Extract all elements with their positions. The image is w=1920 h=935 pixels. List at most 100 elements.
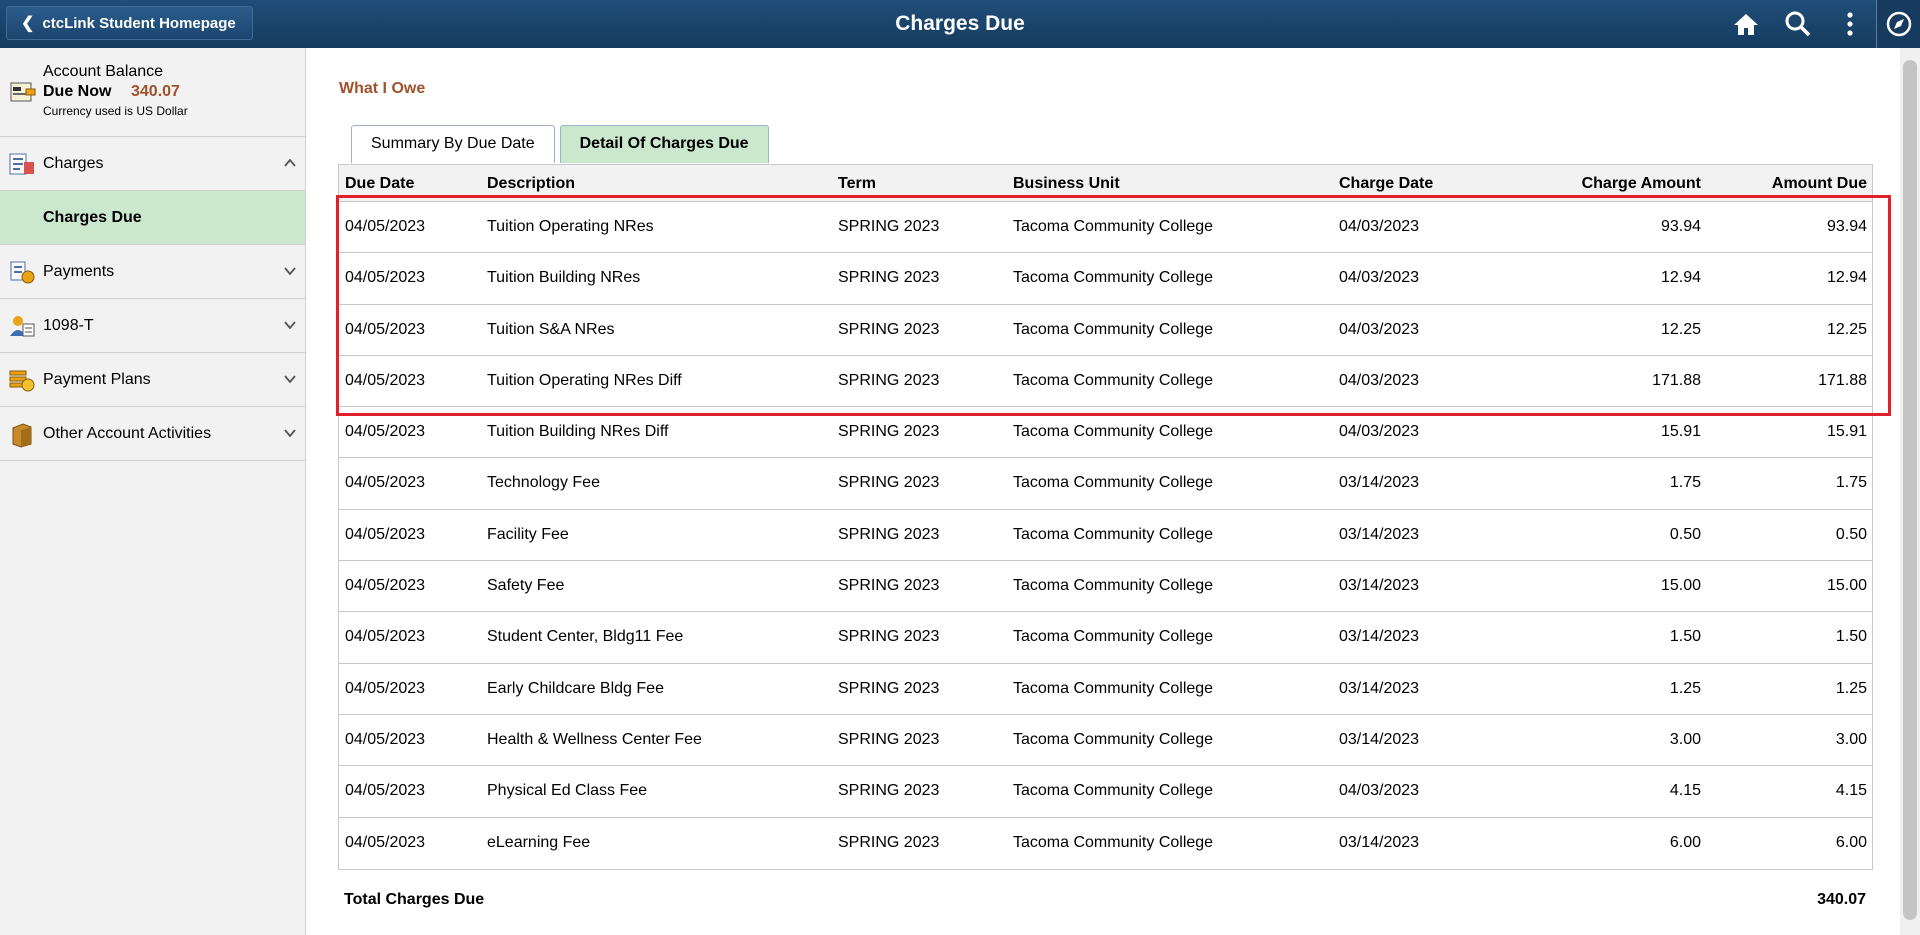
chevron-up-icon xyxy=(283,156,297,175)
business-unit-cell: Tacoma Community College xyxy=(1013,320,1214,338)
amount-due-cell: 93.94 xyxy=(1826,218,1867,235)
charge-amount-cell: 1.75 xyxy=(1669,474,1701,492)
section-title: What I Owe xyxy=(339,80,426,97)
charge-date-cell: 04/03/2023 xyxy=(1339,371,1420,389)
business-unit-cell: Tacoma Community College xyxy=(1013,782,1214,800)
search-icon[interactable] xyxy=(1772,0,1824,48)
description-cell: Tuition S&A NRes xyxy=(487,320,615,338)
sidebar-item-charges-due[interactable]: Charges Due xyxy=(0,191,305,245)
chevron-left-icon: ❮ xyxy=(21,15,35,32)
navbar-compass-icon[interactable] xyxy=(1876,0,1920,48)
table-body: 04/05/2023 Tuition Operating NRes SPRING 2… xyxy=(339,202,1872,869)
term-cell: SPRING 2023 xyxy=(838,320,940,338)
table-row: 04/05/2023 Tuition Operating NRes Diff SPR… xyxy=(339,356,1872,408)
back-button[interactable]: ❮ ctcLink Student Homepage xyxy=(6,6,253,40)
business-unit-cell: Tacoma Community College xyxy=(1013,577,1214,595)
due-date-cell: 04/05/2023 xyxy=(345,782,426,800)
home-icon[interactable] xyxy=(1720,0,1772,48)
scrollbar-thumb[interactable] xyxy=(1903,60,1917,920)
table-row: 04/05/2023 Health & Wellness Center Fee SP… xyxy=(339,715,1872,767)
due-date-cell: 04/05/2023 xyxy=(345,423,426,441)
sidebar-item-other-account-activities[interactable]: Other Account Activities xyxy=(0,407,305,461)
due-now-amount: 340.07 xyxy=(131,83,180,100)
term-cell: SPRING 2023 xyxy=(838,782,940,800)
charge-date-cell: 03/14/2023 xyxy=(1339,833,1420,851)
description-cell: eLearning Fee xyxy=(487,833,591,851)
column-header: Charge Amount xyxy=(1581,175,1701,192)
amount-due-cell: 3.00 xyxy=(1835,730,1867,748)
chevron-down-icon xyxy=(283,372,297,391)
amount-due-cell: 1.50 xyxy=(1835,628,1867,646)
back-button-label: ctcLink Student Homepage xyxy=(42,14,236,32)
due-date-cell: 04/05/2023 xyxy=(345,371,426,389)
term-cell: SPRING 2023 xyxy=(838,577,940,595)
term-cell: SPRING 2023 xyxy=(838,628,940,646)
term-cell: SPRING 2023 xyxy=(838,833,940,851)
sidebar-item-charges[interactable]: Charges xyxy=(0,137,305,191)
business-unit-cell: Tacoma Community College xyxy=(1013,628,1214,646)
vertical-scrollbar[interactable] xyxy=(1900,48,1920,935)
charge-amount-cell: 171.88 xyxy=(1652,371,1701,389)
amount-due-cell: 171.88 xyxy=(1818,371,1867,389)
tab-detail-of-charges-due[interactable]: Detail Of Charges Due xyxy=(559,125,769,163)
sidebar: Account Balance Due Now 340.07 Currency … xyxy=(0,48,306,935)
due-date-cell: 04/05/2023 xyxy=(345,628,426,646)
description-cell: Safety Fee xyxy=(487,577,565,595)
more-vertical-icon[interactable] xyxy=(1824,0,1876,48)
total-value: 340.07 xyxy=(1817,891,1866,908)
sidebar-item-1098-t[interactable]: 1098-T xyxy=(0,299,305,353)
charge-date-cell: 04/03/2023 xyxy=(1339,423,1420,441)
amount-due-cell: 12.25 xyxy=(1826,320,1867,338)
amount-due-cell: 12.94 xyxy=(1826,269,1867,287)
term-cell: SPRING 2023 xyxy=(838,218,940,235)
charge-amount-cell: 1.50 xyxy=(1669,628,1701,646)
business-unit-cell: Tacoma Community College xyxy=(1013,218,1214,235)
other-activities-icon xyxy=(9,422,35,453)
sidebar-item-label: Charges Due xyxy=(43,209,142,226)
due-date-cell: 04/05/2023 xyxy=(345,730,426,748)
tab-summary-by-due-date[interactable]: Summary By Due Date xyxy=(351,125,555,163)
amount-due-cell: 15.91 xyxy=(1826,423,1867,441)
table-row: 04/05/2023 Technology Fee SPRING 2023 Tacom… xyxy=(339,458,1872,510)
due-date-cell: 04/05/2023 xyxy=(345,525,426,543)
table-row: 04/05/2023 Early Childcare Bldg Fee SPRING… xyxy=(339,664,1872,715)
sidebar-item-payments[interactable]: Payments xyxy=(0,245,305,299)
charge-amount-cell: 0.50 xyxy=(1669,525,1701,543)
charges-icon xyxy=(9,152,35,181)
due-date-cell: 04/05/2023 xyxy=(345,833,426,851)
business-unit-cell: Tacoma Community College xyxy=(1013,371,1214,389)
description-cell: Physical Ed Class Fee xyxy=(487,782,648,800)
column-header: Term xyxy=(838,175,876,192)
description-cell: Technology Fee xyxy=(487,474,600,492)
description-cell: Tuition Operating NRes xyxy=(487,218,654,235)
amount-due-cell: 15.00 xyxy=(1826,577,1867,595)
main-content: What I Owe Summary By Due Date Detail Of… xyxy=(307,48,1897,935)
term-cell: SPRING 2023 xyxy=(838,474,940,492)
charge-date-cell: 03/14/2023 xyxy=(1339,577,1420,595)
business-unit-cell: Tacoma Community College xyxy=(1013,269,1214,287)
due-date-cell: 04/05/2023 xyxy=(345,679,426,697)
table-row: 04/05/2023 Tuition S&A NRes SPRING 2023 Tac… xyxy=(339,305,1872,356)
table-header: Due Date Description Term Business Unit … xyxy=(339,165,1872,202)
description-cell: Health & Wellness Center Fee xyxy=(487,730,702,748)
table-row: 04/05/2023 Physical Ed Class Fee SPRING 20… xyxy=(339,766,1872,818)
sidebar-item-payment-plans[interactable]: Payment Plans xyxy=(0,353,305,407)
description-cell: Early Childcare Bldg Fee xyxy=(487,679,664,697)
top-banner: ❮ ctcLink Student Homepage Charges Due xyxy=(0,0,1920,48)
sidebar-item-label: Payments xyxy=(43,263,115,280)
column-header: Charge Date xyxy=(1339,175,1434,192)
charges-table: Due Date Description Term Business Unit … xyxy=(338,164,1873,870)
charge-amount-cell: 12.94 xyxy=(1660,269,1701,287)
due-date-cell: 04/05/2023 xyxy=(345,474,426,492)
total-label: Total Charges Due xyxy=(344,891,485,908)
due-date-cell: 04/05/2023 xyxy=(345,218,426,235)
amount-due-cell: 6.00 xyxy=(1835,833,1867,851)
charge-date-cell: 03/14/2023 xyxy=(1339,730,1420,748)
charge-amount-cell: 3.00 xyxy=(1669,730,1701,748)
term-cell: SPRING 2023 xyxy=(838,525,940,543)
term-cell: SPRING 2023 xyxy=(838,371,940,389)
charge-amount-cell: 1.25 xyxy=(1669,679,1701,697)
sidebar-item-label: Other Account Activities xyxy=(43,425,212,442)
chevron-down-icon xyxy=(283,318,297,337)
description-cell: Student Center, Bldg11 Fee xyxy=(487,628,684,646)
